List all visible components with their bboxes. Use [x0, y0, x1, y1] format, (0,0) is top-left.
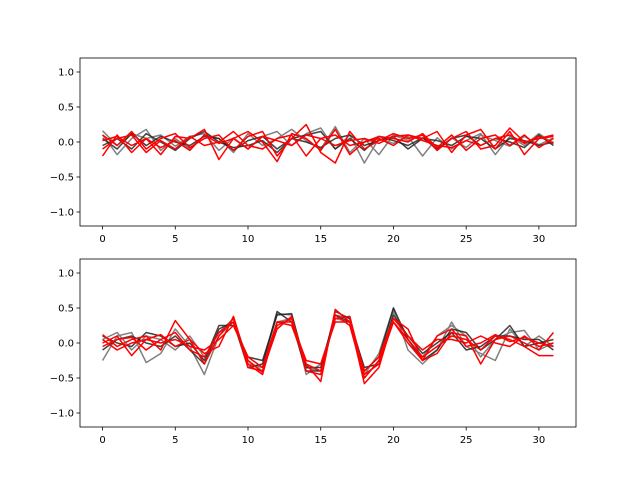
x-tick-label: 30 — [533, 234, 546, 245]
x-tick-label: 15 — [314, 435, 327, 446]
y-tick-label: −0.5 — [50, 374, 74, 385]
x-tick-label: 0 — [99, 435, 105, 446]
x-tick-label: 25 — [460, 435, 473, 446]
x-tick-label: 10 — [242, 234, 255, 245]
x-tick-label: 5 — [172, 234, 178, 245]
x-tick-label: 0 — [99, 234, 105, 245]
x-tick-label: 5 — [172, 435, 178, 446]
x-tick-label: 15 — [314, 234, 327, 245]
x-tick-label: 20 — [387, 435, 400, 446]
x-tick-label: 30 — [533, 435, 546, 446]
y-tick-label: 0.0 — [58, 339, 74, 350]
y-tick-label: 0.5 — [58, 304, 74, 315]
y-tick-label: −1.0 — [50, 208, 74, 219]
y-tick-label: 1.0 — [58, 269, 74, 280]
x-tick-label: 25 — [460, 234, 473, 245]
y-tick-label: −1.0 — [50, 409, 74, 420]
x-tick-label: 20 — [387, 234, 400, 245]
y-tick-label: 1.0 — [58, 68, 74, 79]
y-tick-label: 0.5 — [58, 103, 74, 114]
series-line-8 — [102, 317, 554, 372]
top-subplot: 0 5 10 15 20 25 30 −1.0 −0.5 0.0 0.5 1.0 — [50, 57, 577, 245]
series-line-8 — [102, 134, 554, 152]
x-tick-label: 10 — [242, 435, 255, 446]
y-tick-label: −0.5 — [50, 173, 74, 184]
series-line-2 — [101, 125, 554, 156]
series-line-6 — [102, 123, 554, 164]
bottom-subplot: 0 5 10 15 20 25 30 −1.0 −0.5 0.0 0.5 1.0 — [50, 258, 577, 446]
series-line-7 — [102, 130, 554, 157]
y-tick-label: 0.0 — [58, 138, 74, 149]
